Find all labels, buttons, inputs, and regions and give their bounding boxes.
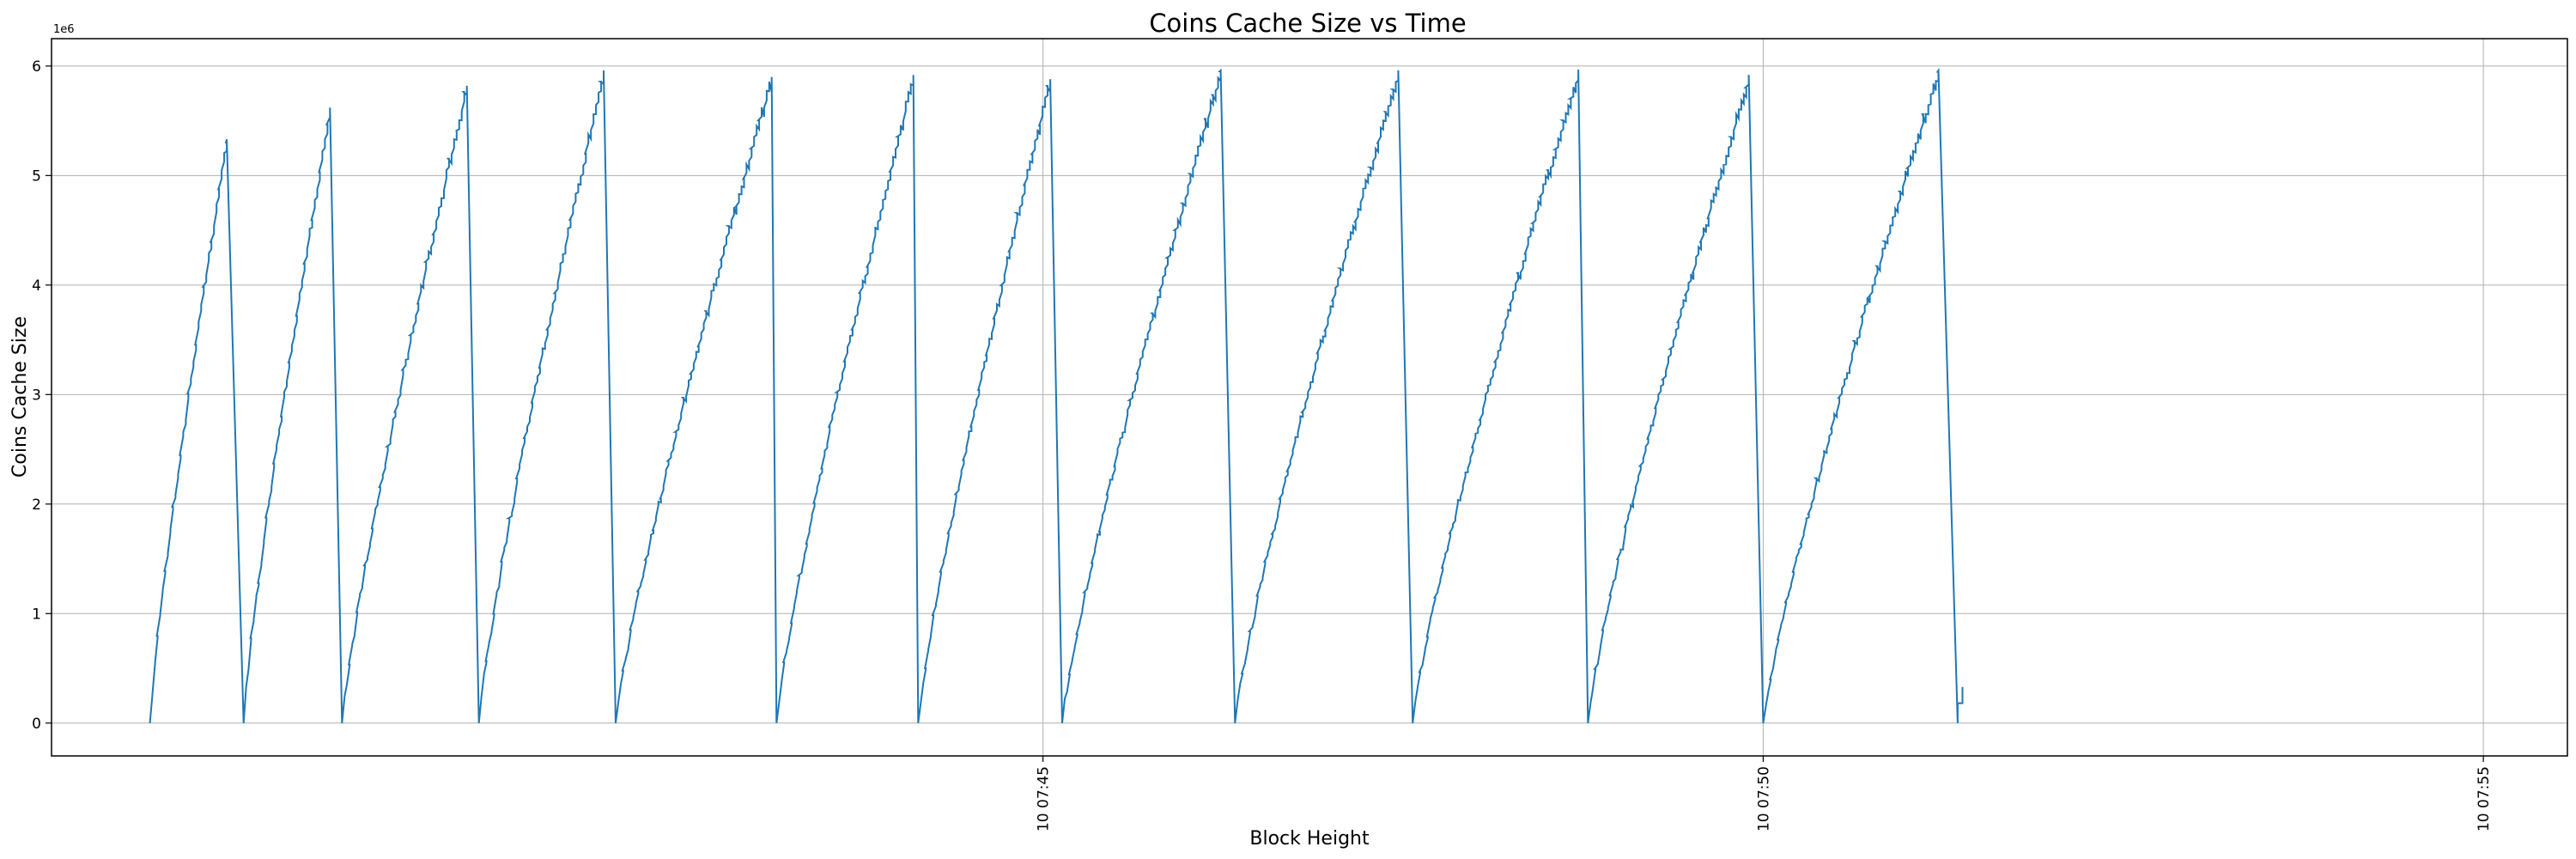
y-offset-label: 1e6 [53, 23, 75, 36]
series-line [149, 67, 1964, 723]
y-tick-label: 4 [32, 277, 41, 295]
y-axis-ticks: 0 1 2 3 4 5 6 [32, 58, 52, 733]
y-tick-label: 2 [32, 497, 41, 514]
y-tick-label: 0 [32, 716, 41, 733]
y-tick-label: 6 [32, 58, 41, 76]
x-axis-label: Block Height [1249, 828, 1370, 850]
y-tick-label: 1 [32, 606, 41, 623]
x-tick-label: 10 07:50 [1755, 766, 1772, 832]
x-tick-label: 10 07:55 [2476, 766, 2493, 832]
x-tick-label: 10 07:45 [1036, 766, 1053, 832]
plot-frame [51, 38, 2568, 757]
chart-title: Coins Cache Size vs Time [1149, 9, 1466, 38]
y-axis-label: Coins Cache Size [9, 316, 31, 478]
x-axis-ticks: 10 07:45 10 07:50 10 07:55 [1036, 756, 2493, 832]
y-tick-label: 3 [32, 387, 41, 404]
series-line-group [149, 67, 1964, 723]
y-tick-label: 5 [32, 168, 41, 185]
